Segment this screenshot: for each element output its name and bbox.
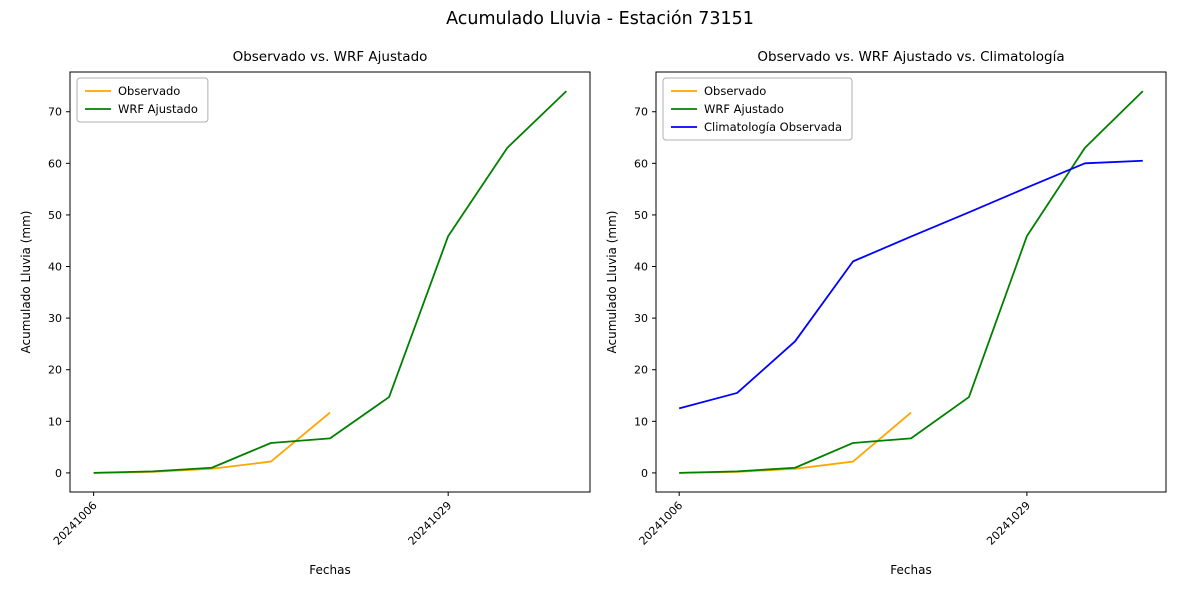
x-tick-label: 20241029 — [406, 499, 455, 548]
y-tick-label: 0 — [641, 467, 648, 480]
series-line-climatologia-observada — [678, 159, 1143, 410]
legend-label-wrf-ajustado: WRF Ajustado — [118, 102, 198, 116]
legend-label-observado: Observado — [704, 84, 766, 98]
y-tick-label: 20 — [48, 364, 62, 377]
y-tick-label: 30 — [634, 312, 648, 325]
series-line-observado — [679, 411, 912, 474]
series-line-observado — [93, 411, 331, 474]
y-tick-label: 40 — [634, 261, 648, 274]
legend-box — [662, 77, 853, 141]
plot-box — [655, 71, 1167, 493]
y-tick-label: 60 — [48, 157, 62, 170]
y-tick-label: 20 — [634, 364, 648, 377]
legend-label-climatologia-observada: Climatología Observada — [704, 120, 842, 134]
y-tick-label: 10 — [48, 415, 62, 428]
x-tick-label: 20241006 — [51, 499, 100, 548]
subplot-observado-vs-wrf-vs-climatologia: Observado vs. WRF Ajustado vs. Climatolo… — [605, 49, 1167, 577]
chart-title: Observado vs. WRF Ajustado vs. Climatolo… — [757, 49, 1064, 65]
y-tick-label: 0 — [55, 467, 62, 480]
legend-label-wrf-ajustado: WRF Ajustado — [704, 102, 784, 116]
y-tick-label: 50 — [634, 209, 648, 222]
y-tick-label: 40 — [48, 261, 62, 274]
subplot-observado-vs-wrf: Observado vs. WRF Ajustado 0 10 20 30 40 50 60 7… — [19, 49, 591, 577]
y-tick-label: 30 — [48, 312, 62, 325]
x-tick-label: 20241006 — [637, 499, 686, 548]
y-tick-label: 70 — [634, 106, 648, 119]
y-axis-label: Acumulado Lluvia (mm) — [605, 211, 619, 354]
figure-suptitle: Acumulado Lluvia - Estación 73151 — [446, 9, 754, 29]
y-tick-label: 70 — [48, 106, 62, 119]
chart-title: Observado vs. WRF Ajustado — [233, 49, 428, 65]
y-tick-label: 50 — [48, 209, 62, 222]
x-tick-label: 20241029 — [984, 499, 1033, 548]
y-axis-label: Acumulado Lluvia (mm) — [19, 211, 33, 354]
y-tick-label: 60 — [634, 157, 648, 170]
x-axis-label: Fechas — [309, 563, 350, 577]
series-line-wrf-ajustado — [93, 90, 567, 474]
y-tick-label: 10 — [634, 415, 648, 428]
legend-box — [76, 77, 209, 123]
x-axis-label: Fechas — [890, 563, 931, 577]
series-line-wrf-ajustado — [679, 90, 1144, 474]
plot-box — [69, 71, 591, 493]
legend-label-observado: Observado — [118, 84, 180, 98]
